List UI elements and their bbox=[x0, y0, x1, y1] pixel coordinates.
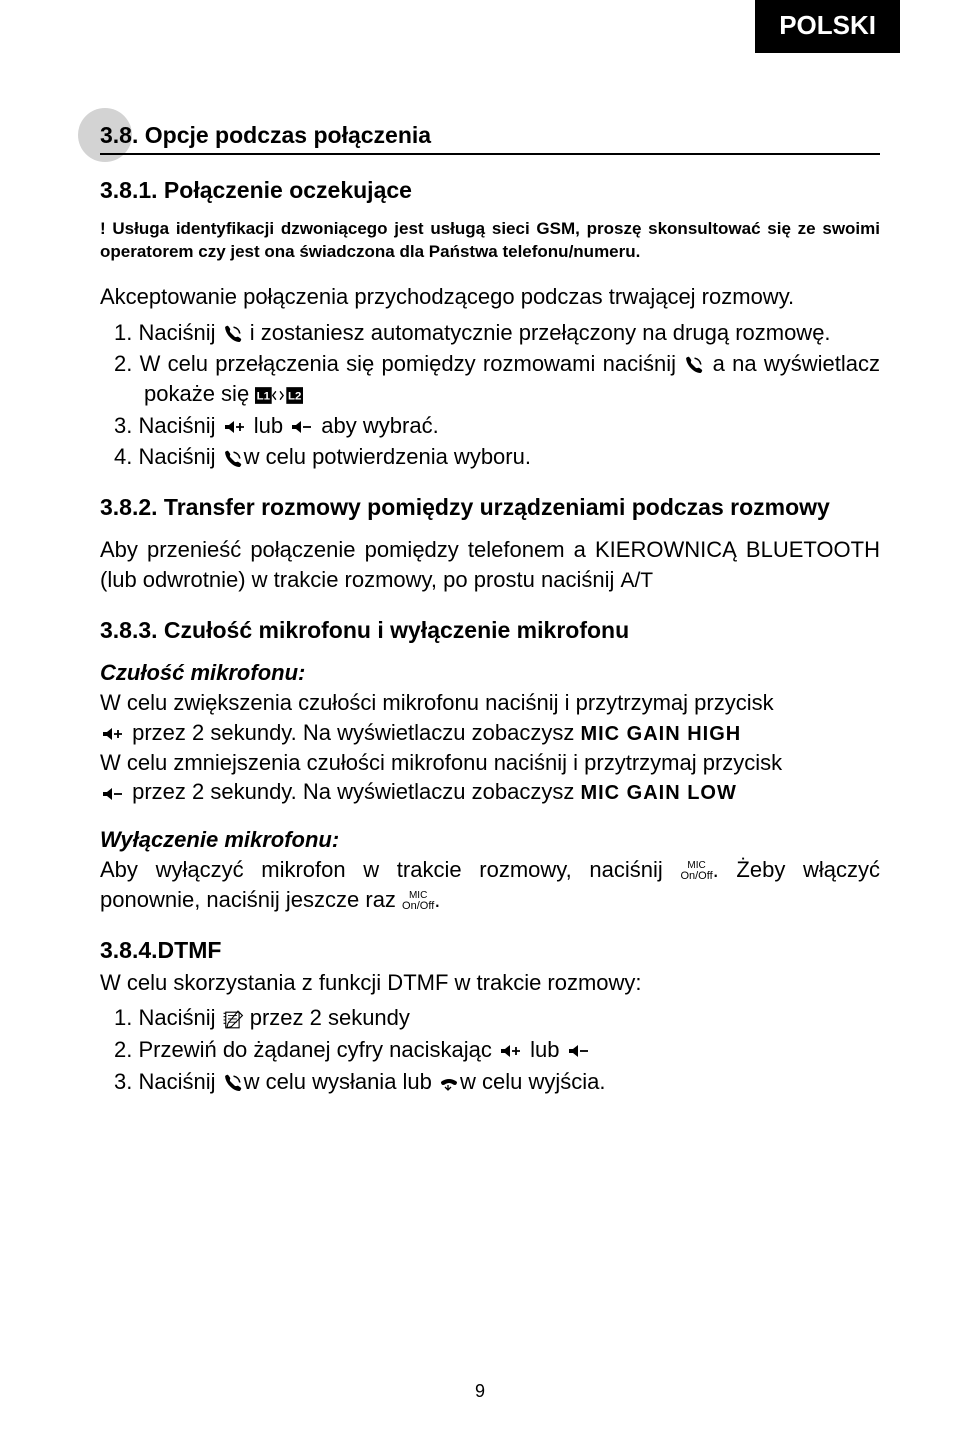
lcd-high: MIC GAIN HIGH bbox=[580, 723, 741, 745]
page-number: 9 bbox=[0, 1381, 960, 1402]
li3-text-a: 3. Naciśnij bbox=[114, 413, 222, 438]
dtmf-item-1: 1. Naciśnij przez 2 sekundy bbox=[100, 1003, 880, 1033]
mic-onoff-icon: MICOn/Off bbox=[402, 891, 434, 912]
body-382: Aby przenieść połączenie pomiędzy telefo… bbox=[100, 535, 880, 595]
d1a: 1. Naciśnij bbox=[114, 1005, 222, 1030]
d3b: w celu wysłania lub bbox=[244, 1069, 438, 1094]
call-icon bbox=[222, 324, 244, 344]
li4-text-b: w celu potwierdzenia wyboru. bbox=[244, 444, 531, 469]
dtmf-item-3: 3. Naciśnij w celu wysłania lub w celu w… bbox=[100, 1067, 880, 1097]
d3a: 3. Naciśnij bbox=[114, 1069, 222, 1094]
sens-1b: przez 2 sekundy. Na wyświetlaczu zobaczy… bbox=[126, 720, 580, 745]
heading-384: 3.8.4.DTMF bbox=[100, 937, 880, 964]
notebook-icon bbox=[222, 1010, 244, 1030]
d2b: lub bbox=[524, 1037, 566, 1062]
sens-2b: przez 2 sekundy. Na wyświetlaczu zobaczy… bbox=[126, 779, 580, 804]
page-content: 3.8. Opcje podczas połączenia 3.8.1. Poł… bbox=[100, 122, 880, 1099]
call-icon bbox=[683, 355, 705, 375]
section-title: 3.8. Opcje podczas połączenia bbox=[100, 122, 880, 155]
mute-1: Aby wyłączyć mikrofon w trakcie rozmowy,… bbox=[100, 857, 680, 882]
sensitivity-label: Czułość mikrofonu: bbox=[100, 660, 880, 686]
body-382-text: Aby przenieść połączenie pomiędzy telefo… bbox=[100, 537, 880, 592]
intro-381: Akceptowanie połączenia przychodzącego p… bbox=[100, 282, 880, 312]
call-icon bbox=[222, 1073, 244, 1093]
intro-384: W celu skorzystania z funkcji DTMF w tra… bbox=[100, 968, 880, 998]
call-icon bbox=[222, 449, 244, 469]
speaker-minus-icon bbox=[566, 1043, 592, 1059]
li2-text-a: 2. W celu przełączenia się pomiędzy rozm… bbox=[114, 351, 683, 376]
d3c: w celu wyjścia. bbox=[460, 1069, 605, 1094]
li1-text-a: 1. Naciśnij bbox=[114, 320, 222, 345]
heading-382: 3.8.2. Transfer rozmowy pomiędzy urządze… bbox=[100, 494, 880, 521]
mic-onoff-icon: MICOn/Off bbox=[680, 861, 712, 882]
d1b: przez 2 sekundy bbox=[244, 1005, 410, 1030]
heading-381: 3.8.1. Połączenie oczekujące bbox=[100, 177, 880, 204]
sensitivity-body: W celu zwiększenia czułości mikrofonu na… bbox=[100, 688, 880, 748]
li3-text-c: aby wybrać. bbox=[315, 413, 439, 438]
mute-label: Wyłączenie mikrofonu: bbox=[100, 827, 880, 853]
mute-body: Aby wyłączyć mikrofon w trakcie rozmowy,… bbox=[100, 855, 880, 914]
list-item-2: 2. W celu przełączenia się pomiędzy rozm… bbox=[100, 349, 880, 408]
dtmf-item-2: 2. Przewiń do żądanej cyfry naciskając l… bbox=[100, 1035, 880, 1065]
speaker-minus-icon bbox=[100, 786, 126, 802]
li4-text-a: 4. Naciśnij bbox=[114, 444, 222, 469]
at-icon: A/T bbox=[620, 569, 653, 592]
sens-1a: W celu zwiększenia czułości mikrofonu na… bbox=[100, 690, 774, 715]
d2a: 2. Przewiń do żądanej cyfry naciskając bbox=[114, 1037, 498, 1062]
sensitivity-body-2: W celu zmniejszenia czułości mikrofonu n… bbox=[100, 748, 880, 808]
heading-383: 3.8.3. Czułość mikrofonu i wyłączenie mi… bbox=[100, 617, 880, 644]
list-item-3: 3. Naciśnij lub aby wybrać. bbox=[100, 411, 880, 441]
speaker-plus-icon bbox=[498, 1043, 524, 1059]
speaker-plus-icon bbox=[100, 726, 126, 742]
hangup-icon bbox=[438, 1074, 460, 1092]
lcd-low: MIC GAIN LOW bbox=[580, 782, 736, 804]
sens-2a: W celu zmniejszenia czułości mikrofonu n… bbox=[100, 750, 782, 775]
speaker-plus-icon bbox=[222, 419, 248, 435]
li1-text-b: i zostaniesz automatycznie przełączony n… bbox=[244, 320, 831, 345]
note-381: ! Usługa identyfikacji dzwoniącego jest … bbox=[100, 218, 880, 264]
speaker-minus-icon bbox=[289, 419, 315, 435]
language-tab: POLSKI bbox=[755, 0, 900, 53]
li3-text-b: lub bbox=[248, 413, 290, 438]
list-item-1: 1. Naciśnij i zostaniesz automatycznie p… bbox=[100, 318, 880, 348]
list-item-4: 4. Naciśnij w celu potwierdzenia wyboru. bbox=[100, 442, 880, 472]
l1-l2-icon bbox=[255, 387, 303, 404]
